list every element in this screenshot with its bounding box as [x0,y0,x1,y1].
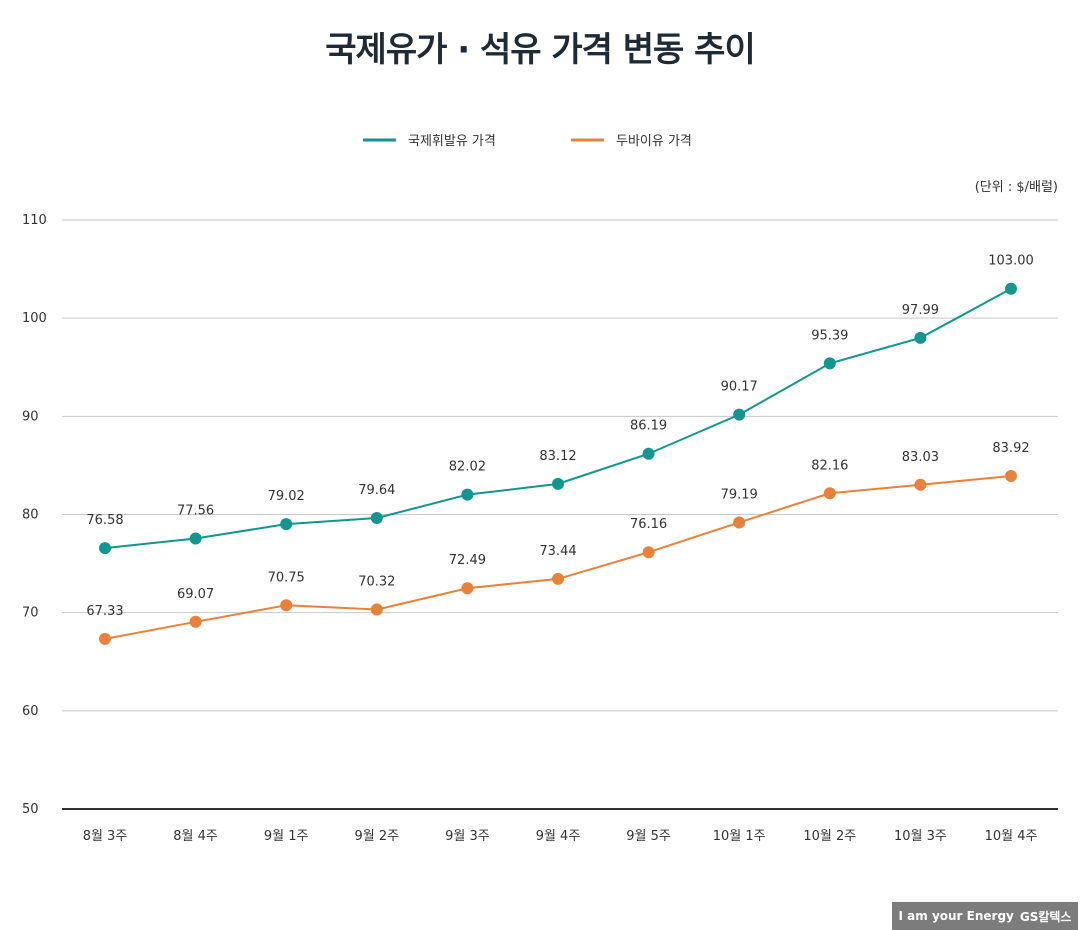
data-point [552,477,564,490]
data-point [823,487,836,500]
y-tick-label: 80 [22,508,39,523]
data-point [552,572,564,585]
data-label: 83.92 [992,441,1029,456]
data-point [1005,470,1017,483]
data-point [461,488,474,501]
data-point [99,632,111,645]
data-label: 79.19 [721,487,758,502]
unit-note: (단위 : $/배럴) [975,180,1058,195]
data-point [370,512,383,525]
data-label: 82.16 [811,458,848,473]
data-label: 83.03 [902,450,939,465]
x-tick-label: 9월 1주 [264,829,309,844]
x-tick-label: 10월 1주 [713,829,766,844]
data-point [642,447,655,460]
data-label: 83.12 [539,449,576,464]
data-point [733,408,746,421]
x-tick-label: 8월 3주 [83,829,128,844]
x-tick-label: 9월 4주 [536,829,581,844]
logo-slogan: I am your Energy [898,909,1014,923]
x-tick-label: 10월 3주 [894,829,947,844]
data-point [823,357,836,370]
data-point [370,603,383,616]
data-label: 97.99 [902,303,939,318]
data-point [914,478,927,491]
y-tick-label: 110 [22,213,47,228]
data-point [280,599,293,612]
data-point [461,582,474,595]
series-line [104,287,1012,550]
data-label: 73.44 [539,544,576,559]
data-label: 103.00 [988,254,1034,269]
gs-caltex-logo: I am your Energy GS칼텍스 [892,902,1078,930]
data-label: 79.02 [268,489,305,504]
data-label: 77.56 [177,503,214,518]
data-point [99,542,111,555]
logo-brand: GS칼텍스 [1019,909,1072,924]
y-tick-label: 90 [22,409,39,424]
data-label: 70.32 [358,575,395,590]
x-tick-label: 10월 4주 [985,829,1038,844]
y-tick-label: 50 [22,802,39,817]
y-tick-label: 100 [22,311,47,326]
data-label: 76.16 [630,517,667,532]
data-label: 67.33 [86,604,123,619]
data-label: 95.39 [811,328,848,343]
data-point [914,331,927,344]
x-tick-label: 9월 3주 [445,829,490,844]
y-tick-label: 70 [22,606,39,621]
data-point [189,615,202,628]
data-label: 76.58 [86,513,123,528]
data-point [280,518,293,531]
data-point [189,532,202,545]
legend-label: 두바이유 가격 [616,134,692,149]
data-point [642,546,655,559]
data-label: 72.49 [449,553,486,568]
chart-title: 국제유가 · 석유 가격 변동 추이 [325,30,755,70]
line-chart: 50 60 70 80 90 100 110 (단위 : $/배럴) 8월 3주 8월 4주 9월 … [22,134,1058,844]
data-label: 90.17 [721,380,758,395]
data-label: 82.02 [449,460,486,475]
x-tick-label: 9월 2주 [354,829,399,844]
x-tick-label: 10월 2주 [803,829,856,844]
legend-label: 국제휘발유 가격 [408,134,496,149]
data-point [1005,282,1017,295]
x-tick-label: 8월 4주 [173,829,218,844]
data-point [733,516,746,529]
data-label: 69.07 [177,587,214,602]
data-label: 86.19 [630,419,667,434]
data-label: 70.75 [268,570,305,585]
y-tick-label: 60 [22,704,39,719]
data-label: 79.64 [358,483,395,498]
x-tick-label: 9월 5주 [626,829,671,844]
